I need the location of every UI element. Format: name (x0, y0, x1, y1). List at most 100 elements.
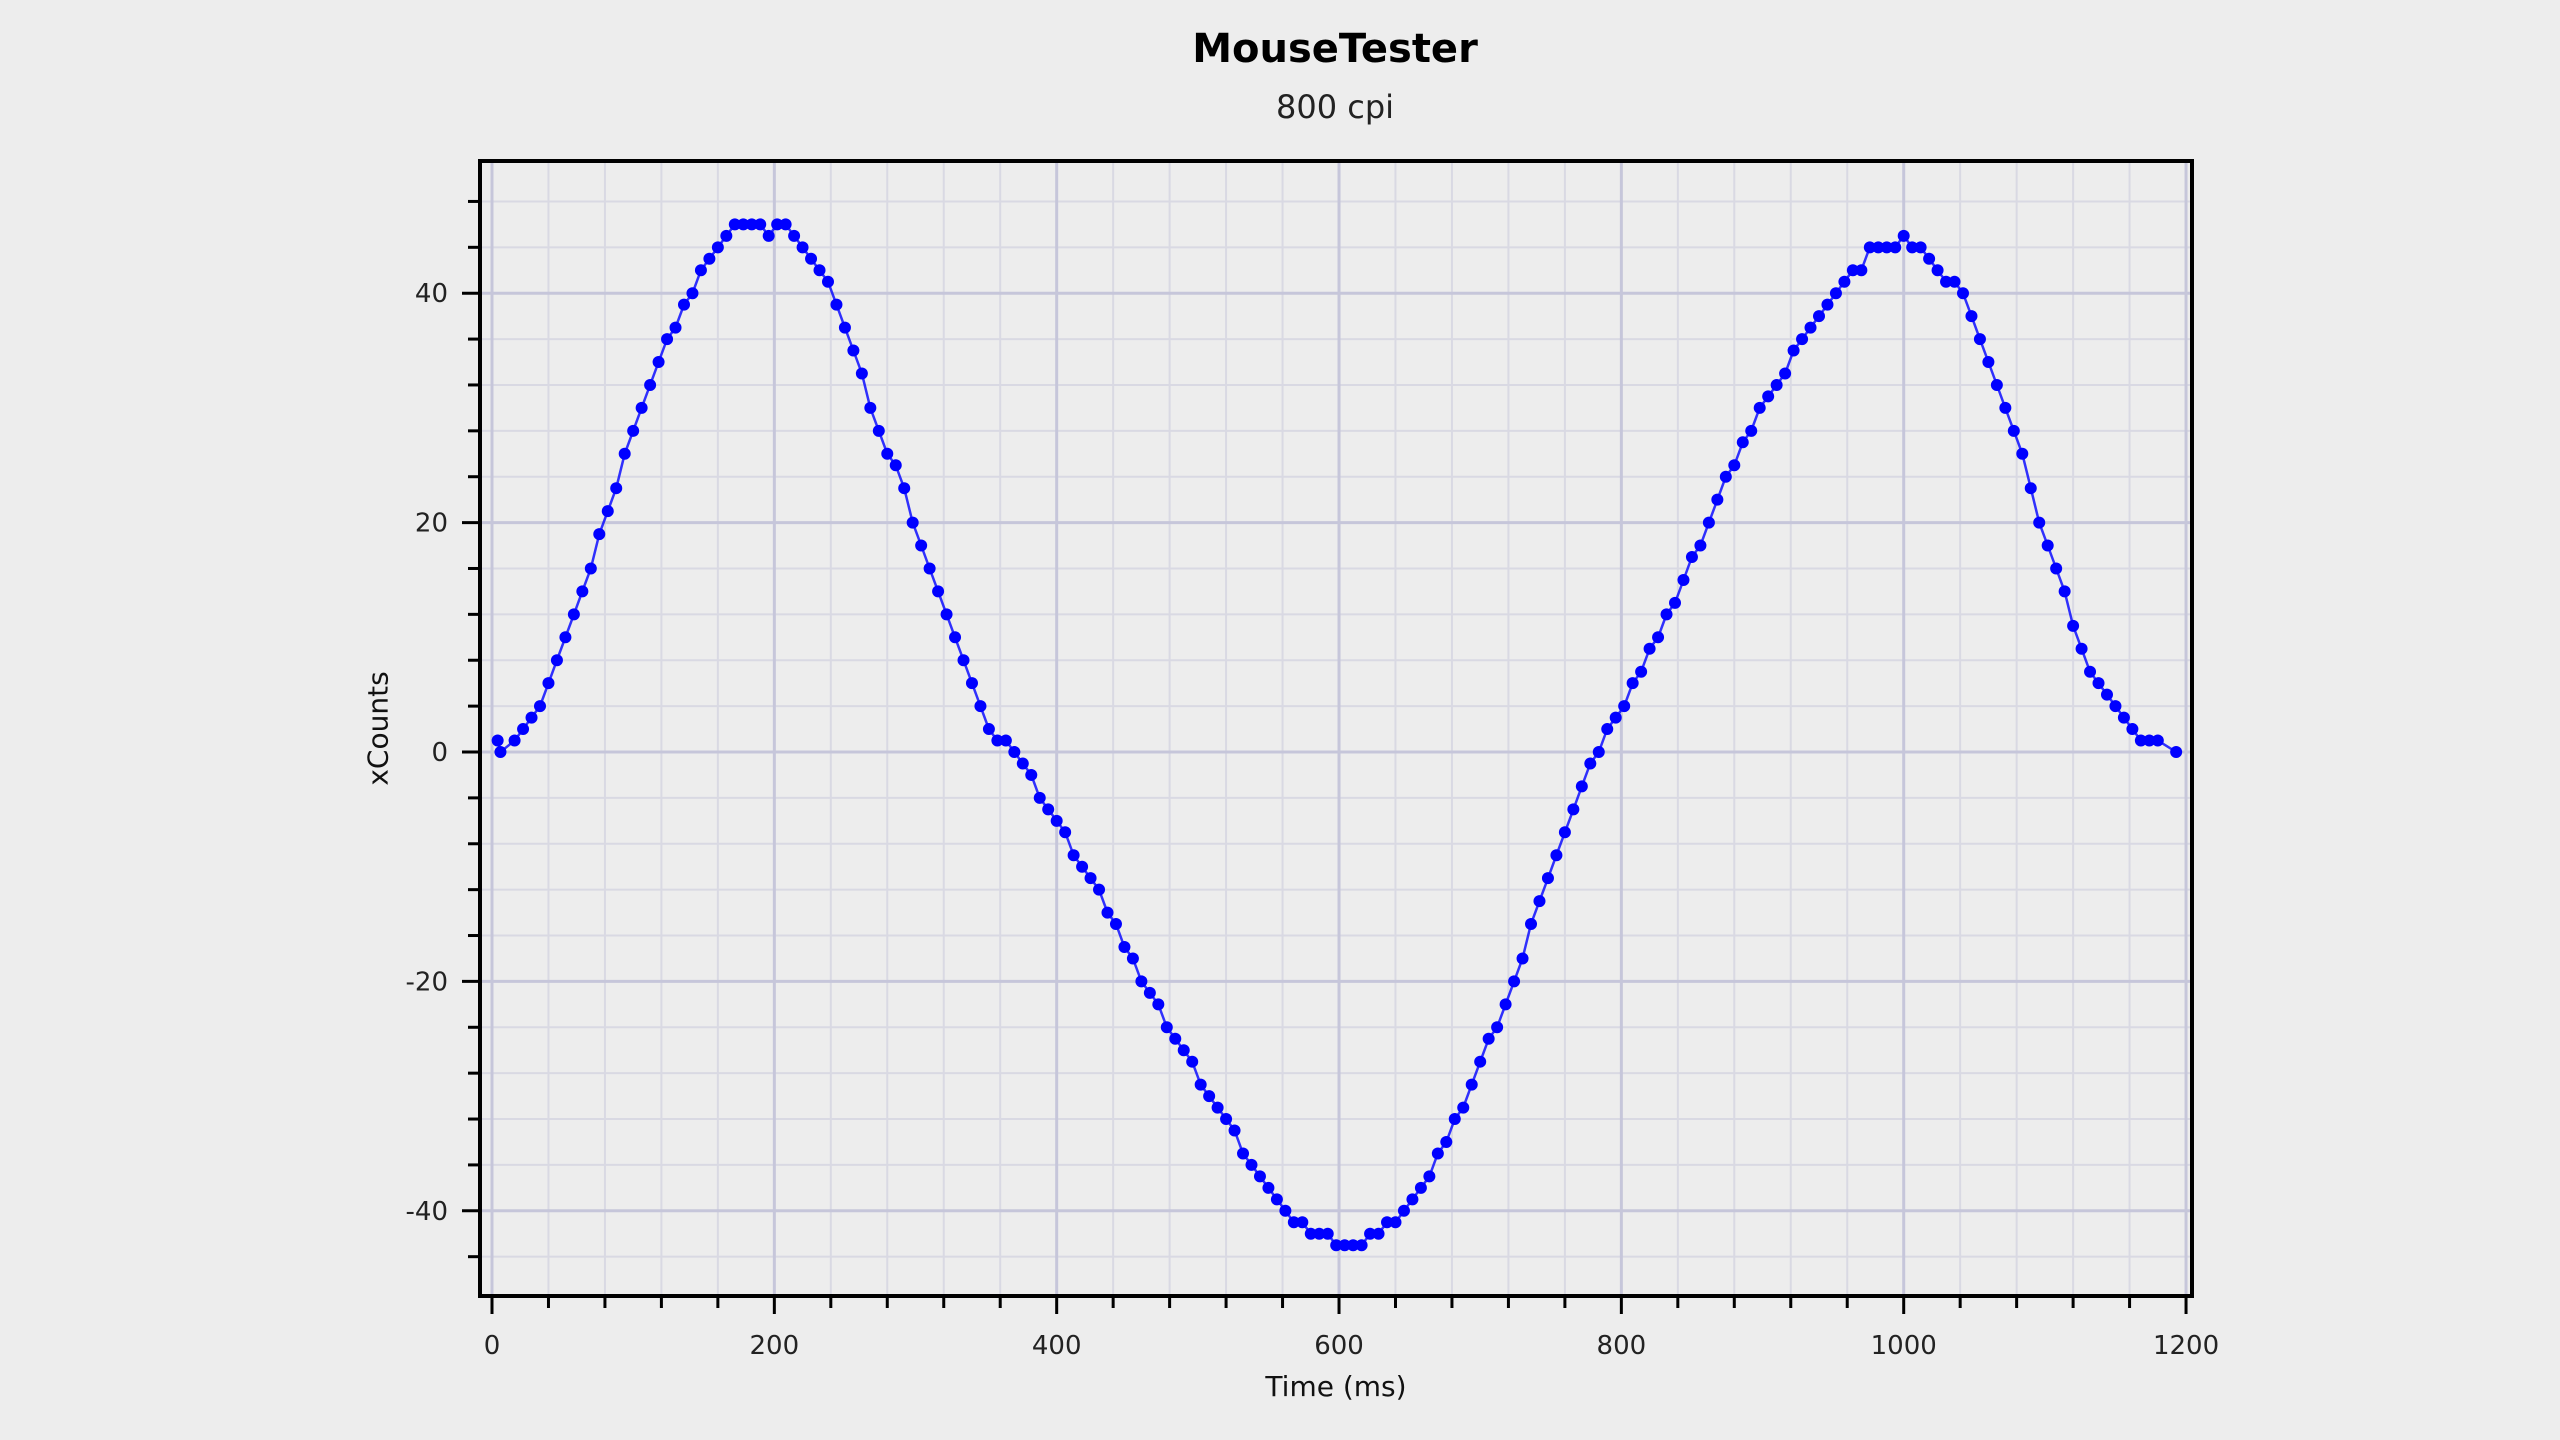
data-point (1999, 401, 2012, 414)
data-point (2134, 734, 2147, 747)
data-point (1296, 1216, 1309, 1229)
data-point (915, 539, 928, 552)
data-point (1143, 986, 1156, 999)
data-point (2050, 562, 2063, 575)
data-point (2058, 585, 2071, 598)
data-point (644, 378, 657, 391)
data-point (1956, 287, 1969, 300)
data-point (1457, 1101, 1470, 1114)
data-point (923, 562, 936, 575)
data-point (1016, 757, 1029, 770)
data-point (1855, 264, 1868, 277)
data-point (1770, 378, 1783, 391)
x-tick-label: 0 (484, 1331, 501, 1361)
data-point (1796, 333, 1809, 346)
data-point (1228, 1124, 1241, 1137)
data-point (1626, 677, 1639, 690)
data-point (1533, 895, 1546, 908)
data-point (847, 344, 860, 357)
data-point (1872, 241, 1885, 254)
data-point (1906, 241, 1919, 254)
y-axis-label: xCounts (361, 671, 395, 786)
data-point (1914, 241, 1927, 254)
data-point (1355, 1239, 1368, 1252)
y-tick-label: 20 (415, 509, 448, 539)
data-point (525, 711, 538, 724)
y-tick-label: 40 (415, 279, 448, 309)
x-tick-label: 1000 (1871, 1331, 1937, 1361)
data-point (1779, 367, 1792, 380)
data-point (1372, 1227, 1385, 1240)
data-point (898, 482, 911, 495)
data-point (1508, 975, 1521, 988)
data-point (1270, 1193, 1283, 1206)
data-point (999, 734, 1012, 747)
data-point (737, 218, 750, 231)
data-point (1940, 275, 1953, 288)
data-point (1880, 241, 1893, 254)
data-point (1973, 333, 1986, 346)
data-point (1643, 642, 1656, 655)
data-point (2100, 688, 2113, 701)
data-point (1033, 791, 1046, 804)
data-point (1067, 849, 1080, 862)
data-point (1491, 1021, 1504, 1034)
data-point (1516, 952, 1529, 965)
data-point (1321, 1227, 1334, 1240)
grid-major-lines (480, 161, 2192, 1296)
data-point (1059, 826, 1072, 839)
data-point (1601, 723, 1614, 736)
data-point (2143, 734, 2156, 747)
data-point (830, 298, 843, 311)
data-point (1812, 310, 1825, 323)
data-point (1863, 241, 1876, 254)
data-point (1330, 1239, 1343, 1252)
data-point (1465, 1078, 1478, 1091)
data-point (1787, 344, 1800, 357)
data-point (779, 218, 792, 231)
data-point (2092, 677, 2105, 690)
data-point (1287, 1216, 1300, 1229)
data-point (1584, 757, 1597, 770)
data-point (2007, 424, 2020, 437)
data-point (494, 746, 507, 758)
data-point (1431, 1147, 1444, 1160)
data-point (720, 229, 733, 242)
data-point (711, 241, 724, 254)
grid-minor-lines (480, 161, 2192, 1296)
data-point (559, 631, 572, 644)
data-point (1313, 1227, 1326, 1240)
data-point (1076, 860, 1089, 873)
data-point (1660, 608, 1673, 621)
data-point (1084, 872, 1097, 885)
data-point (991, 734, 1004, 747)
data-point (1567, 803, 1580, 816)
plot-frame (478, 159, 2194, 1298)
data-point (1101, 906, 1114, 919)
data-point (567, 608, 580, 621)
data-point (677, 298, 690, 311)
data-point (1635, 665, 1648, 678)
x-axis-tick-labels: 0 200 400 600 800 1000 1200 (484, 1331, 2219, 1361)
data-point (1253, 1170, 1266, 1183)
data-point (1304, 1227, 1317, 1240)
data-point (1237, 1147, 1250, 1160)
x-tick-label: 200 (750, 1331, 800, 1361)
data-point (1762, 390, 1775, 403)
data-point (2033, 516, 2046, 529)
data-point (584, 562, 597, 575)
data-point (1575, 780, 1588, 793)
data-point (1821, 298, 1834, 311)
data-point (1965, 310, 1978, 323)
data-point (1406, 1193, 1419, 1206)
data-point (788, 229, 801, 242)
data-point (550, 654, 563, 667)
data-point (661, 333, 674, 346)
data-point (2075, 642, 2088, 655)
data-point (686, 287, 699, 300)
data-point (1126, 952, 1139, 965)
data-point (2126, 723, 2139, 736)
data-point (1177, 1044, 1190, 1057)
data-point (982, 723, 995, 736)
